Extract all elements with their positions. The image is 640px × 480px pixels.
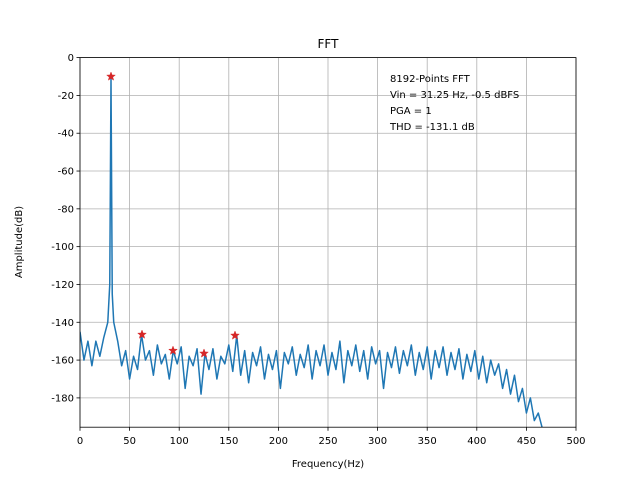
y-tick-label: -80 — [58, 204, 74, 215]
x-tick-label: 200 — [269, 436, 288, 447]
y-tick-label: -20 — [58, 91, 74, 102]
x-tick-label: 250 — [318, 436, 337, 447]
y-tick-label: -180 — [51, 393, 74, 404]
harmonic-marker — [168, 345, 178, 355]
x-tick-label: 450 — [517, 436, 536, 447]
annotation: THD = -131.1 dB — [389, 122, 475, 133]
x-tick-label: 150 — [219, 436, 238, 447]
spectrum-line — [80, 75, 543, 428]
harmonic-marker — [137, 329, 147, 339]
x-axis-label: Frequency(Hz) — [292, 459, 364, 470]
x-tick-label: 300 — [368, 436, 387, 447]
x-tick-label: 0 — [77, 436, 83, 447]
y-axis-label: Amplitude(dB) — [14, 206, 25, 278]
harmonic-marker — [106, 71, 116, 81]
chart-title: FFT — [318, 37, 340, 51]
harmonic-marker — [230, 330, 240, 340]
y-tick-label: -100 — [51, 242, 74, 253]
x-tick-label: 100 — [170, 436, 189, 447]
y-tick-label: -120 — [51, 280, 74, 291]
y-tick-label: -40 — [58, 129, 74, 140]
x-tick-label: 50 — [123, 436, 136, 447]
harmonic-marker — [199, 348, 209, 358]
x-tick-label: 400 — [467, 436, 486, 447]
x-tick-label: 500 — [566, 436, 585, 447]
y-tick-label: -60 — [58, 167, 74, 178]
annotation: PGA = 1 — [390, 106, 432, 117]
annotation: 8192-Points FFT — [390, 74, 471, 85]
y-tick-label: -140 — [51, 318, 74, 329]
y-tick-label: -160 — [51, 356, 74, 367]
y-tick-label: 0 — [68, 53, 74, 64]
annotation: Vin = 31.25 Hz, -0.5 dBFS — [390, 90, 519, 101]
x-tick-label: 350 — [418, 436, 437, 447]
plot-area — [80, 71, 543, 428]
